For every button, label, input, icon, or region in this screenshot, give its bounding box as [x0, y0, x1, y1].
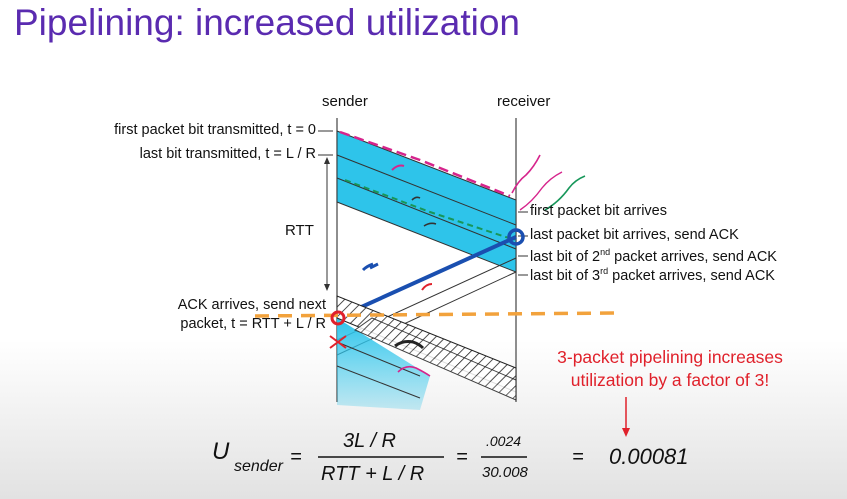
annotation-d2-top — [423, 222, 437, 227]
formula-den2: 30.008 — [482, 464, 528, 481]
formula-u: U — [212, 438, 230, 465]
annotation-scribble — [519, 171, 563, 211]
ack-arrive-circle — [330, 310, 346, 326]
formula-num1: 3L / R — [343, 430, 396, 452]
formula-eq3: = — [572, 446, 584, 468]
annotation-a1 — [421, 283, 433, 291]
annotation-d1 — [411, 196, 421, 201]
formula-result: 0.00081 — [609, 444, 689, 469]
ack-arrives-label-1: ACK arrives, send next — [177, 297, 326, 313]
ack-send-circle — [507, 228, 525, 246]
ack-arrives-label-2: packet, t = RTT + L / R — [180, 316, 326, 332]
annotation-d0 — [391, 164, 405, 171]
last-arrives-label: last packet bit arrives, send ACK — [530, 227, 739, 243]
annotation-scribble — [511, 154, 541, 194]
red-x-mark — [329, 335, 347, 349]
first-bit-label: first packet bit transmitted, t = 0 — [114, 122, 316, 138]
ack-line-a0 — [336, 235, 517, 320]
formula-num2: .0024 — [486, 433, 522, 449]
annotation-a0 — [361, 262, 379, 272]
formula-eq2: = — [456, 446, 468, 468]
hatched-packets-2 — [353, 317, 517, 401]
second-packet-label: last bit of 2nd packet arrives, send ACK — [530, 247, 777, 265]
packet-divider — [336, 341, 421, 377]
annotation-scribble — [544, 175, 586, 211]
annotation-d2 — [394, 340, 425, 350]
annotation-green-dash — [344, 179, 516, 241]
slide-title: Pipelining: increased utilization — [14, 2, 520, 43]
annotation-dk — [397, 365, 431, 377]
formula-eq1: = — [290, 446, 302, 468]
packet-band-round2 — [337, 318, 430, 410]
sender-header: sender — [322, 93, 368, 110]
third-packet-label: last bit of 3rd packet arrives, send ACK — [530, 266, 775, 284]
formula-subscript: sender — [234, 458, 283, 475]
formula-den1: RTT + L / R — [321, 463, 425, 485]
pipelining-note: 3-packet pipelining increases utilizatio… — [557, 347, 783, 390]
packet-divider — [336, 177, 517, 250]
last-bit-label: last bit transmitted, t = L / R — [139, 146, 316, 162]
receiver-header: receiver — [497, 93, 551, 110]
first-arrives-label: first packet bit arrives — [530, 203, 667, 219]
packet-divider — [336, 365, 421, 399]
packet-divider — [336, 154, 517, 226]
background-gradient — [0, 340, 847, 499]
annotation-magenta-dash — [339, 130, 511, 198]
rtt-label: RTT — [285, 222, 314, 239]
annotation-orange-dash — [254, 311, 621, 318]
